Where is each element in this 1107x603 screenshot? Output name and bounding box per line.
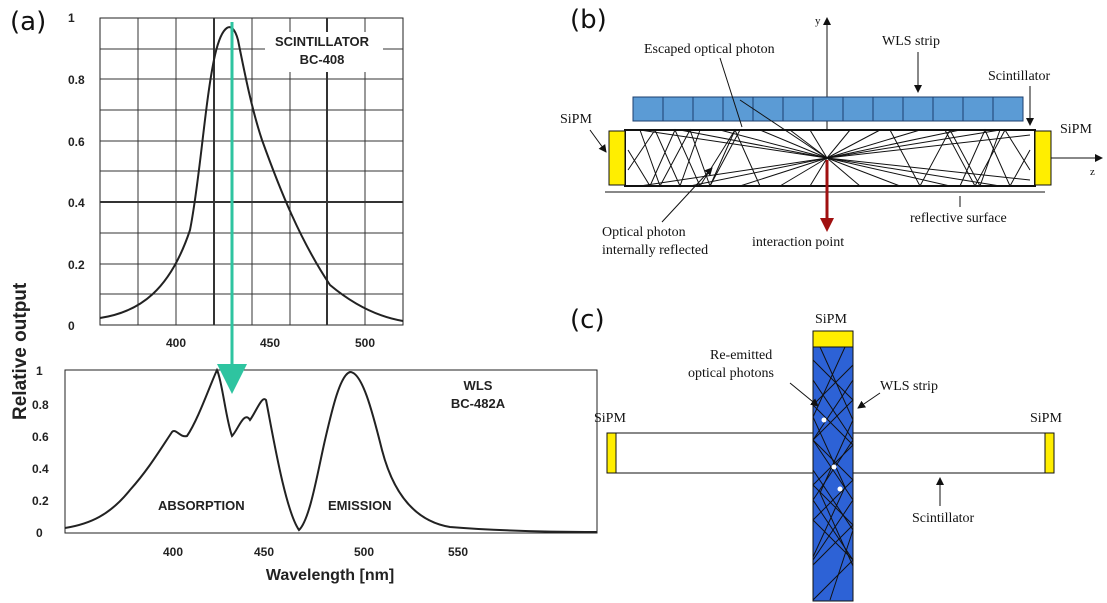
top-y-tick: 0.2: [68, 258, 85, 272]
scintillator-label-c: Scintillator: [912, 511, 975, 526]
bottom-y-tick: 0.6: [32, 430, 49, 444]
reemitted-photon-paths: [812, 346, 854, 601]
sipm-left-label-c: SiPM: [594, 411, 626, 426]
bottom-y-ticks: 1 0.8 0.6 0.4 0.2 0: [32, 364, 49, 540]
top-y-tick: 0: [68, 319, 75, 333]
wls-absorption-emission-curve: [64, 367, 598, 533]
absorption-label: ABSORPTION: [158, 498, 245, 513]
top-y-tick: 0.8: [68, 73, 85, 87]
sipm-right-c: [1044, 432, 1055, 474]
bottom-plot-frame: [64, 369, 598, 534]
sipm-right-b: [1034, 130, 1052, 186]
top-x-ticks: 400 450 500: [166, 336, 375, 350]
escaped-photon-label: Escaped optical photon: [644, 42, 775, 57]
bottom-x-ticks: 400 450 500 550: [163, 545, 468, 559]
sipm-right-label-c: SiPM: [1030, 411, 1062, 426]
sipm-top-c: [812, 330, 854, 348]
wls-strip: [632, 96, 1024, 122]
x-axis-label: Wavelength [nm]: [266, 567, 394, 584]
sipm-left-label-b: SiPM: [560, 112, 592, 127]
reflective-surface-label: reflective surface: [910, 211, 1007, 226]
bottom-y-tick: 0.8: [32, 398, 49, 412]
reemitted-label-1: Re-emitted: [710, 348, 772, 363]
top-y-tick: 0.6: [68, 135, 85, 149]
panel-b-label: (b): [570, 5, 607, 35]
photon-paths: [627, 99, 1031, 188]
bottom-x-tick: 450: [254, 545, 274, 559]
bottom-y-tick: 0: [36, 526, 43, 540]
top-y-tick: 0.4: [68, 196, 85, 210]
bottom-y-tick: 1: [36, 364, 43, 378]
bottom-x-tick: 550: [448, 545, 468, 559]
y-axis-label-b: y: [815, 15, 821, 27]
bottom-y-tick: 0.2: [32, 494, 49, 508]
sipm-left-c: [606, 432, 617, 474]
z-axis-label: z: [1090, 166, 1095, 178]
optical-photon-label-2: internally reflected: [602, 243, 708, 258]
y-axis-label: Relative output: [10, 282, 31, 420]
panel-b: (b) y z: [560, 5, 1103, 258]
bottom-x-tick: 500: [354, 545, 374, 559]
top-x-tick: 400: [166, 336, 186, 350]
panel-c-label: (c): [570, 305, 605, 335]
wls-strip-label-b: WLS strip: [882, 34, 940, 49]
photon-dot: [837, 486, 843, 492]
top-y-ticks: 1 0.8 0.6 0.4 0.2 0: [68, 11, 85, 333]
scintillator-emission-curve: [99, 26, 404, 322]
top-x-tick: 450: [260, 336, 280, 350]
interaction-point-label: interaction point: [752, 235, 844, 250]
sipm-top-label-c: SiPM: [815, 312, 847, 327]
bottom-x-tick: 400: [163, 545, 183, 559]
photon-dot: [821, 417, 827, 423]
wls-strip-label-c: WLS strip: [880, 379, 938, 394]
wls-title-line1: WLS: [464, 378, 493, 393]
wls-spectrum-plot: WLS BC-482A ABSORPTION EMISSION 1 0.8 0.…: [32, 364, 598, 584]
reemitted-label-2: optical photons: [688, 366, 774, 381]
emission-label: EMISSION: [328, 498, 392, 513]
scintillator-spectrum-plot: SCINTILLATOR BC-408 1 0.8 0.6 0.4 0.2 0 …: [68, 11, 404, 350]
optical-photon-label-1: Optical photon: [602, 225, 686, 240]
panel-a-label: (a): [10, 7, 46, 37]
scintillator-label-b: Scintillator: [988, 69, 1051, 84]
top-y-tick: 1: [68, 11, 75, 25]
interaction-arrowhead: [820, 218, 834, 232]
panel-a: (a) Relative output: [10, 7, 598, 584]
top-x-tick: 500: [355, 336, 375, 350]
bottom-y-tick: 0.4: [32, 462, 49, 476]
sipm-left-b: [608, 130, 626, 186]
scintillator-title-line1: SCINTILLATOR: [275, 34, 370, 49]
wls-strip-segments: [632, 96, 1024, 122]
top-title-bg: [265, 32, 383, 72]
sipm-right-label-b: SiPM: [1060, 122, 1092, 137]
scintillator-title-line2: BC-408: [300, 52, 345, 67]
photon-dot: [831, 464, 837, 470]
panel-c: (c) SiPM SiPM SiPM Re-emitted optical ph…: [570, 305, 1062, 602]
wls-title-line2: BC-482A: [451, 396, 506, 411]
